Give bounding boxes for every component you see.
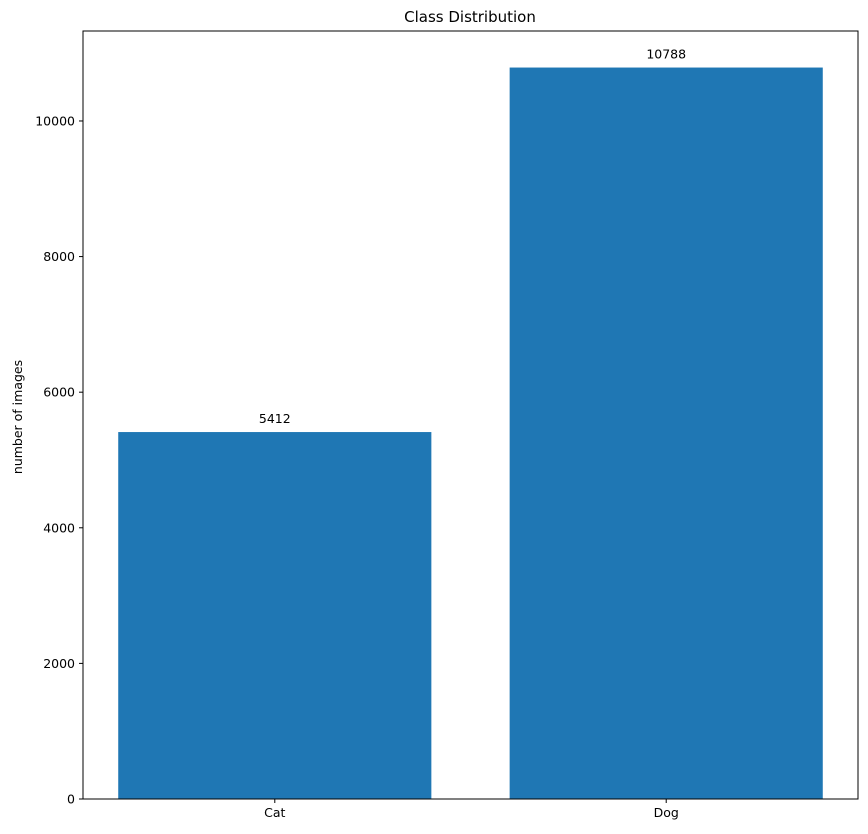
data-label: 10788 <box>646 47 686 62</box>
x-tick-label: Dog <box>654 805 679 820</box>
y-axis-label: number of images <box>10 360 25 474</box>
chart-title: Class Distribution <box>404 8 536 26</box>
x-tick-label: Cat <box>264 805 285 820</box>
y-tick-label: 4000 <box>43 520 75 535</box>
y-tick-label: 8000 <box>43 249 75 264</box>
plot-area: 0 2000 4000 6000 8000 10000 Cat 5412 Dog 10788 <box>35 47 823 820</box>
bar-cat <box>118 432 432 799</box>
bar-dog <box>509 67 823 800</box>
y-tick-label: 2000 <box>43 656 75 671</box>
y-tick-label: 0 <box>67 792 75 807</box>
data-label: 5412 <box>259 411 291 426</box>
y-tick-label: 6000 <box>43 385 75 400</box>
axes-frame <box>82 30 859 800</box>
y-tick-label: 10000 <box>35 113 75 128</box>
